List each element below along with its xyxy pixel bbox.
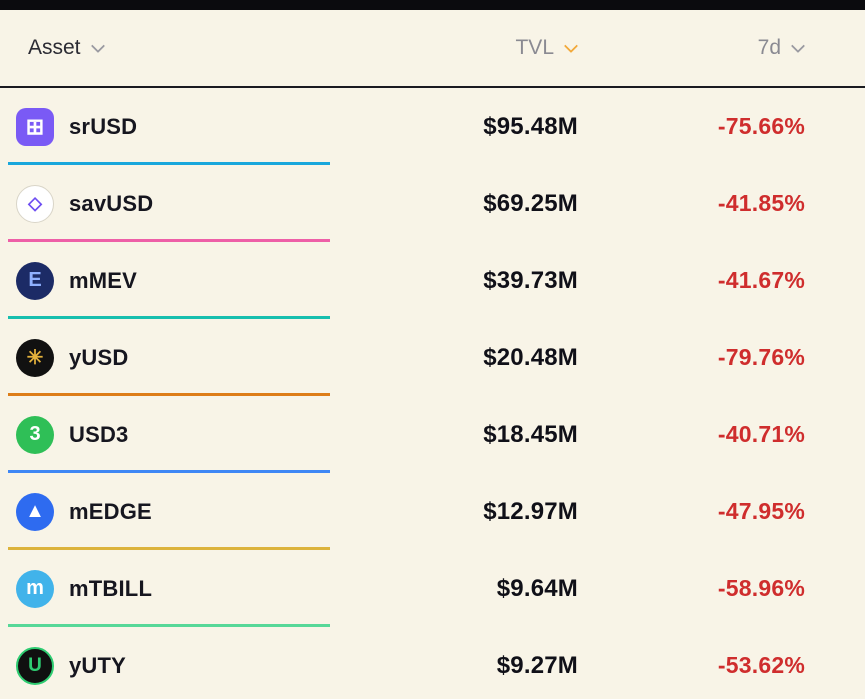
table-row-savusd[interactable]: ◇ savUSD $69.25M -41.85%: [0, 165, 865, 242]
table-row-yuty[interactable]: U yUTY $9.27M -53.62%: [0, 627, 865, 699]
tvl-value: $9.64M: [496, 574, 578, 602]
asset-name: yUTY: [69, 652, 127, 678]
row-accent-line: [8, 162, 330, 165]
asset-cell: ▲ mEDGE: [16, 492, 378, 531]
chevron-down-icon: [791, 41, 805, 55]
srusd-logo-icon: ⊞: [16, 107, 54, 146]
tvl-value: $12.97M: [483, 497, 578, 525]
yuty-logo-icon: U: [16, 646, 54, 685]
asset-cell: E mMEV: [16, 261, 378, 300]
tvl-value: $9.27M: [496, 651, 578, 679]
row-accent-line: [8, 547, 330, 550]
table-row-medge[interactable]: ▲ mEDGE $12.97M -47.95%: [0, 473, 865, 550]
change7d-column-label: 7d: [757, 36, 781, 59]
asset-name: mMEV: [69, 267, 138, 293]
asset-cell: ✳ yUSD: [16, 338, 378, 377]
change-7d-value: -79.76%: [717, 344, 805, 370]
table-row-yusd[interactable]: ✳ yUSD $20.48M -79.76%: [0, 319, 865, 396]
asset-name: savUSD: [69, 190, 154, 216]
table-row-mtbill[interactable]: m mTBILL $9.64M -58.96%: [0, 550, 865, 627]
change-7d-value: -47.95%: [717, 498, 805, 524]
tvl-value: $39.73M: [483, 266, 578, 294]
table-header: Asset TVL 7d: [0, 10, 865, 88]
change-7d-value: -75.66%: [717, 113, 805, 139]
change-7d-value: -41.85%: [717, 190, 805, 216]
usd3-logo-icon: 3: [16, 415, 54, 454]
medge-logo-icon: ▲: [16, 492, 54, 531]
asset-cell: ⊞ srUSD: [16, 107, 378, 146]
change-7d-value: -41.67%: [717, 267, 805, 293]
savusd-logo-icon: ◇: [16, 184, 54, 223]
column-header-tvl[interactable]: TVL: [378, 36, 578, 60]
row-accent-line: [8, 393, 330, 396]
row-accent-line: [8, 239, 330, 242]
tvl-value: $95.48M: [483, 112, 578, 140]
asset-name: USD3: [69, 421, 129, 447]
asset-cell: m mTBILL: [16, 569, 378, 608]
tvl-value: $18.45M: [483, 420, 578, 448]
asset-name: srUSD: [69, 113, 138, 139]
asset-name: yUSD: [69, 344, 129, 370]
chevron-down-icon: [564, 41, 578, 55]
asset-cell: 3 USD3: [16, 415, 378, 454]
change-7d-value: -53.62%: [717, 652, 805, 678]
table-row-mmev[interactable]: E mMEV $39.73M -41.67%: [0, 242, 865, 319]
mmev-logo-icon: E: [16, 261, 54, 300]
row-accent-line: [8, 316, 330, 319]
asset-cell: ◇ savUSD: [16, 184, 378, 223]
tvl-column-label: TVL: [515, 36, 554, 59]
asset-name: mTBILL: [69, 575, 153, 601]
tvl-value: $20.48M: [483, 343, 578, 371]
table-row-usd3[interactable]: 3 USD3 $18.45M -40.71%: [0, 396, 865, 473]
column-header-asset[interactable]: Asset: [16, 36, 378, 60]
table-row-srusd[interactable]: ⊞ srUSD $95.48M -75.66%: [0, 88, 865, 165]
change-7d-value: -58.96%: [717, 575, 805, 601]
column-header-7d[interactable]: 7d: [578, 36, 805, 60]
change-7d-value: -40.71%: [717, 421, 805, 447]
asset-column-label: Asset: [28, 36, 81, 59]
row-accent-line: [8, 470, 330, 473]
asset-cell: U yUTY: [16, 646, 378, 685]
row-accent-line: [8, 624, 330, 627]
yusd-logo-icon: ✳: [16, 338, 54, 377]
top-bar: [0, 0, 865, 10]
asset-table: ⊞ srUSD $95.48M -75.66% ◇ savUSD $69.25M…: [0, 88, 865, 699]
chevron-down-icon: [91, 41, 105, 55]
mtbill-logo-icon: m: [16, 569, 54, 608]
asset-name: mEDGE: [69, 498, 152, 524]
tvl-value: $69.25M: [483, 189, 578, 217]
